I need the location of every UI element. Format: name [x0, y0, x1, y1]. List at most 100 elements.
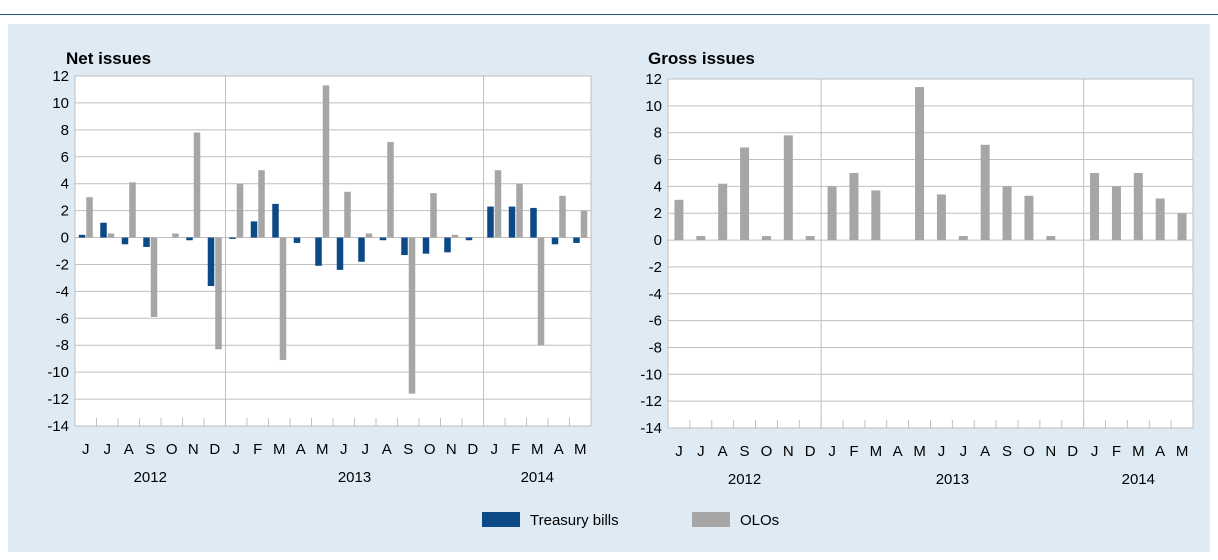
bar-olos [1111, 186, 1121, 241]
year-label: 2013 [338, 469, 371, 486]
x-tick-label: J [491, 441, 499, 458]
bar-treasury-bills [315, 237, 322, 266]
y-tick-label: 6 [654, 152, 662, 169]
y-tick-label: 10 [52, 95, 69, 112]
bar-olos [193, 132, 201, 238]
bar-treasury-bills [229, 237, 236, 239]
year-label: 2013 [936, 471, 969, 488]
bar-olos [980, 144, 990, 241]
bar-treasury-bills [487, 206, 494, 238]
bar-treasury-bills [186, 237, 193, 241]
y-tick-label: -14 [640, 420, 662, 437]
legend-swatch-olos [692, 512, 730, 527]
plot-area [668, 79, 1193, 428]
x-tick-label: J [960, 443, 968, 460]
x-tick-label: O [166, 441, 178, 458]
x-tick-label: M [1176, 443, 1189, 460]
x-tick-label: S [1002, 443, 1012, 460]
bar-olos [805, 236, 815, 241]
bar-olos [827, 186, 837, 241]
x-tick-label: N [1045, 443, 1056, 460]
bar-treasury-bills [121, 237, 129, 245]
bar-olos [365, 233, 373, 238]
y-tick-label: -12 [640, 393, 662, 410]
bar-treasury-bills [573, 237, 580, 243]
bar-treasury-bills [358, 237, 365, 262]
bar-olos [279, 237, 287, 361]
bar-treasury-bills [336, 237, 344, 270]
x-tick-label: S [403, 441, 413, 458]
bar-olos [1090, 172, 1100, 241]
x-tick-label: F [253, 441, 262, 458]
x-tick-label: A [1155, 443, 1165, 460]
x-tick-label: J [697, 443, 705, 460]
bar-olos [580, 210, 588, 238]
x-tick-label: O [1023, 443, 1035, 460]
x-tick-label: J [104, 441, 112, 458]
x-tick-label: F [849, 443, 858, 460]
x-tick-label: D [1067, 443, 1078, 460]
bar-olos [516, 183, 523, 238]
bar-treasury-bills [272, 203, 279, 238]
bar-olos [107, 233, 115, 238]
bar-treasury-bills [78, 234, 86, 238]
bar-treasury-bills [143, 237, 150, 247]
y-tick-label: 4 [61, 176, 69, 193]
y-tick-label: -8 [56, 337, 69, 354]
bar-olos [322, 85, 330, 238]
bar-olos [871, 190, 881, 241]
y-tick-label: 2 [61, 203, 69, 220]
legend-label-treasury-bills: Treasury bills [530, 512, 619, 529]
x-tick-label: D [805, 443, 816, 460]
x-tick-label: F [511, 441, 520, 458]
x-tick-label: N [783, 443, 794, 460]
bar-olos [559, 195, 566, 238]
bar-olos [1177, 213, 1187, 241]
bar-olos [344, 191, 351, 238]
legend-swatch-treasury-bills [482, 512, 520, 527]
top-rule [0, 14, 1218, 15]
bar-olos [387, 141, 394, 238]
gross-issues-title: Gross issues [648, 49, 755, 68]
y-tick-label: -4 [56, 283, 69, 300]
bar-olos [494, 170, 502, 238]
bar-treasury-bills [551, 237, 559, 245]
y-tick-label: -6 [56, 310, 69, 327]
bar-olos [172, 233, 179, 238]
bar-treasury-bills [207, 237, 215, 286]
gross-issues-chart: Gross issues 12 10 8 6 4 2 0 -2 -4 -6 -8 -10 -12 -14 J… [640, 49, 1194, 488]
x-tick-label: J [1091, 443, 1099, 460]
bar-olos [1024, 195, 1034, 241]
bar-olos [958, 236, 968, 241]
y-tick-label: 4 [654, 178, 662, 195]
legend-label-olos: OLOs [740, 512, 779, 529]
bar-olos [740, 147, 750, 241]
x-tick-label: J [675, 443, 683, 460]
net-issues-title: Net issues [66, 49, 151, 68]
y-tick-label: -14 [47, 418, 69, 435]
bar-olos [236, 183, 244, 238]
x-tick-label: J [340, 441, 348, 458]
x-tick-label: J [233, 441, 241, 458]
bar-treasury-bills [530, 207, 537, 238]
x-tick-label: S [145, 441, 155, 458]
bar-olos [1046, 236, 1056, 241]
bar-treasury-bills [379, 237, 387, 241]
y-tick-label: -2 [56, 256, 69, 273]
bar-treasury-bills [508, 206, 516, 238]
chart-panel: Net issues 12 10 8 6 4 2 0 -2 -4 -6 -8 -10 -12 -14 J J A… [8, 24, 1210, 552]
x-tick-label: D [209, 441, 220, 458]
y-tick-label: 10 [645, 98, 662, 115]
bar-olos [696, 236, 706, 241]
bar-treasury-bills [444, 237, 451, 253]
bar-olos [674, 199, 684, 241]
bar-treasury-bills [422, 237, 430, 254]
x-tick-label: D [467, 441, 478, 458]
bar-olos [1002, 186, 1012, 241]
x-tick-label: A [980, 443, 990, 460]
bar-olos [215, 237, 222, 350]
bar-olos [86, 197, 93, 238]
